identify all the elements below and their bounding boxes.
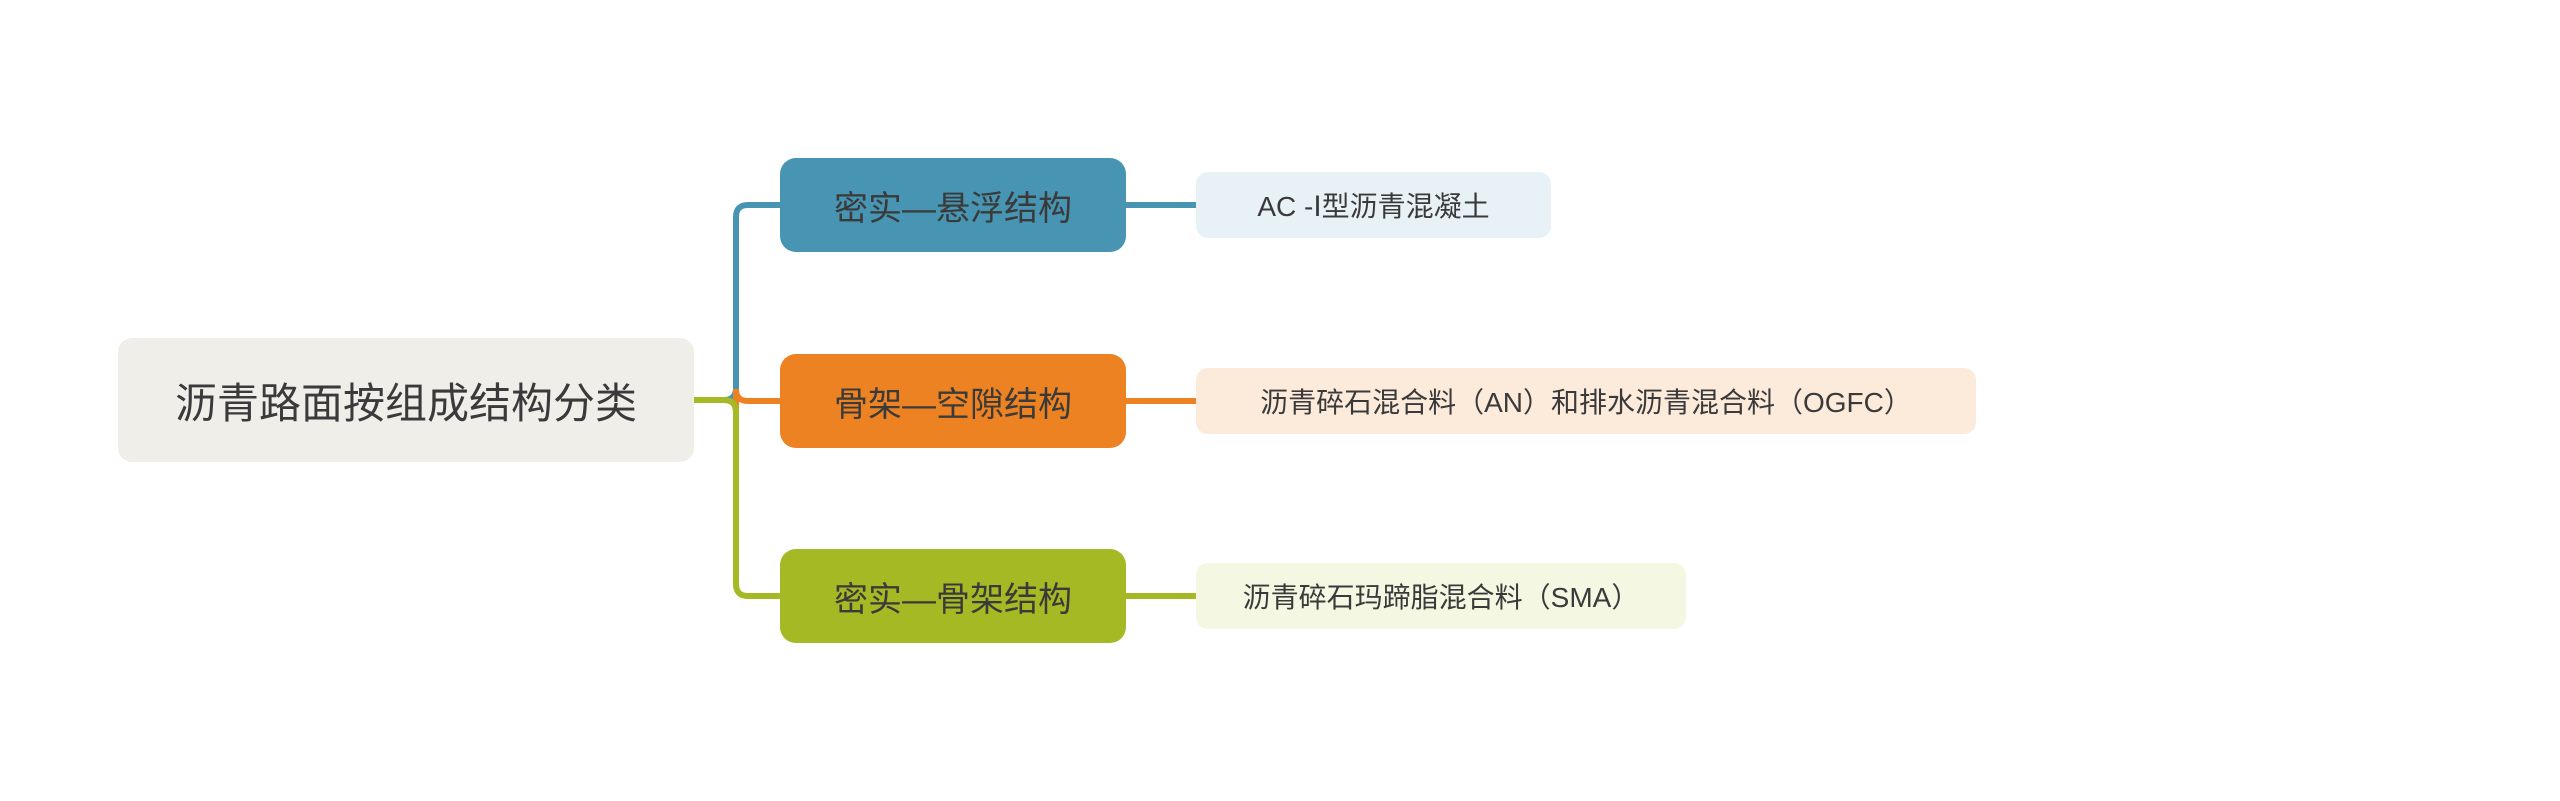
leaf-node-2: 沥青碎石混合料（AN）和排水沥青混合料（OGFC） [1196, 368, 1976, 434]
branch-node-2: 骨架—空隙结构 [780, 354, 1126, 448]
branch-node-1: 密实—悬浮结构 [780, 158, 1126, 252]
root-node: 沥青路面按组成结构分类 [118, 338, 694, 462]
leaf-node-1: AC -Ⅰ型沥青混凝土 [1196, 172, 1551, 238]
leaf-node-3: 沥青碎石玛蹄脂混合料（SMA） [1196, 563, 1686, 629]
branch-node-3: 密实—骨架结构 [780, 549, 1126, 643]
